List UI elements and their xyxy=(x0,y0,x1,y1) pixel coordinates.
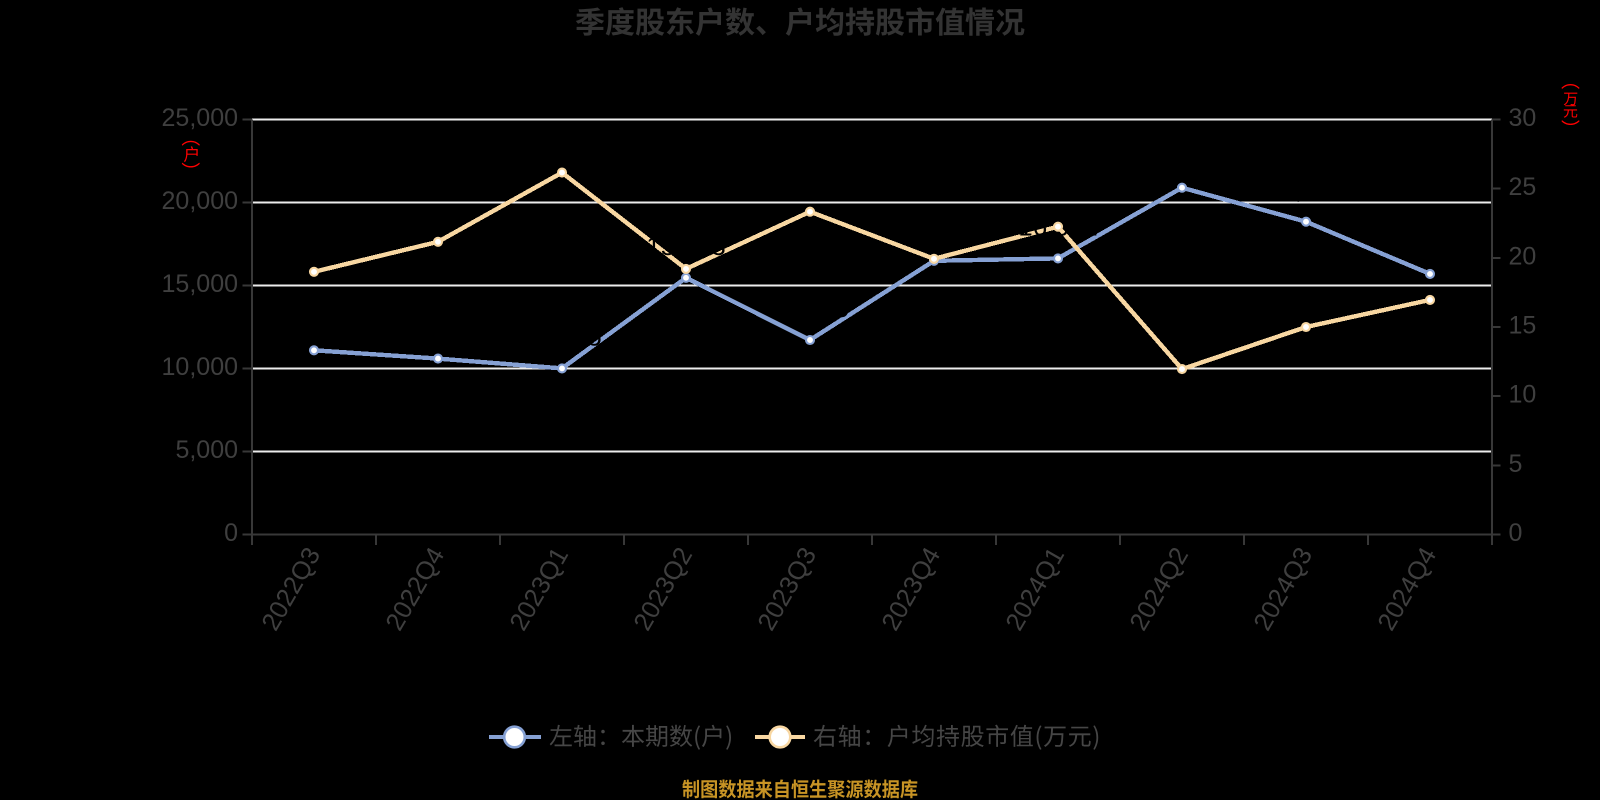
svg-text:20,000: 20,000 xyxy=(162,187,238,215)
svg-text:16,486: 16,486 xyxy=(894,214,974,244)
svg-text:15,463: 15,463 xyxy=(646,231,726,261)
svg-text:10,598: 10,598 xyxy=(398,312,478,342)
svg-text:5: 5 xyxy=(1509,450,1523,478)
svg-text:30: 30 xyxy=(1509,104,1537,132)
svg-text:15,000: 15,000 xyxy=(162,270,238,298)
svg-text:11,100: 11,100 xyxy=(275,303,353,333)
svg-text:10,000: 10,000 xyxy=(162,353,238,381)
svg-text:20,894: 20,894 xyxy=(1142,141,1222,171)
svg-text:25: 25 xyxy=(1509,173,1537,201)
svg-text:25,000: 25,000 xyxy=(162,104,238,132)
svg-text:5,000: 5,000 xyxy=(175,436,238,464)
svg-text:11,715: 11,715 xyxy=(771,293,849,323)
svg-text:18,841: 18,841 xyxy=(1266,175,1346,205)
svg-text:15,700: 15,700 xyxy=(1390,227,1470,257)
svg-text:20: 20 xyxy=(1509,242,1537,270)
svg-text:0: 0 xyxy=(224,519,238,547)
svg-text:15: 15 xyxy=(1509,312,1537,340)
svg-text:10,005: 10,005 xyxy=(522,321,602,351)
svg-text:10: 10 xyxy=(1509,381,1537,409)
svg-text:0: 0 xyxy=(1509,519,1523,547)
